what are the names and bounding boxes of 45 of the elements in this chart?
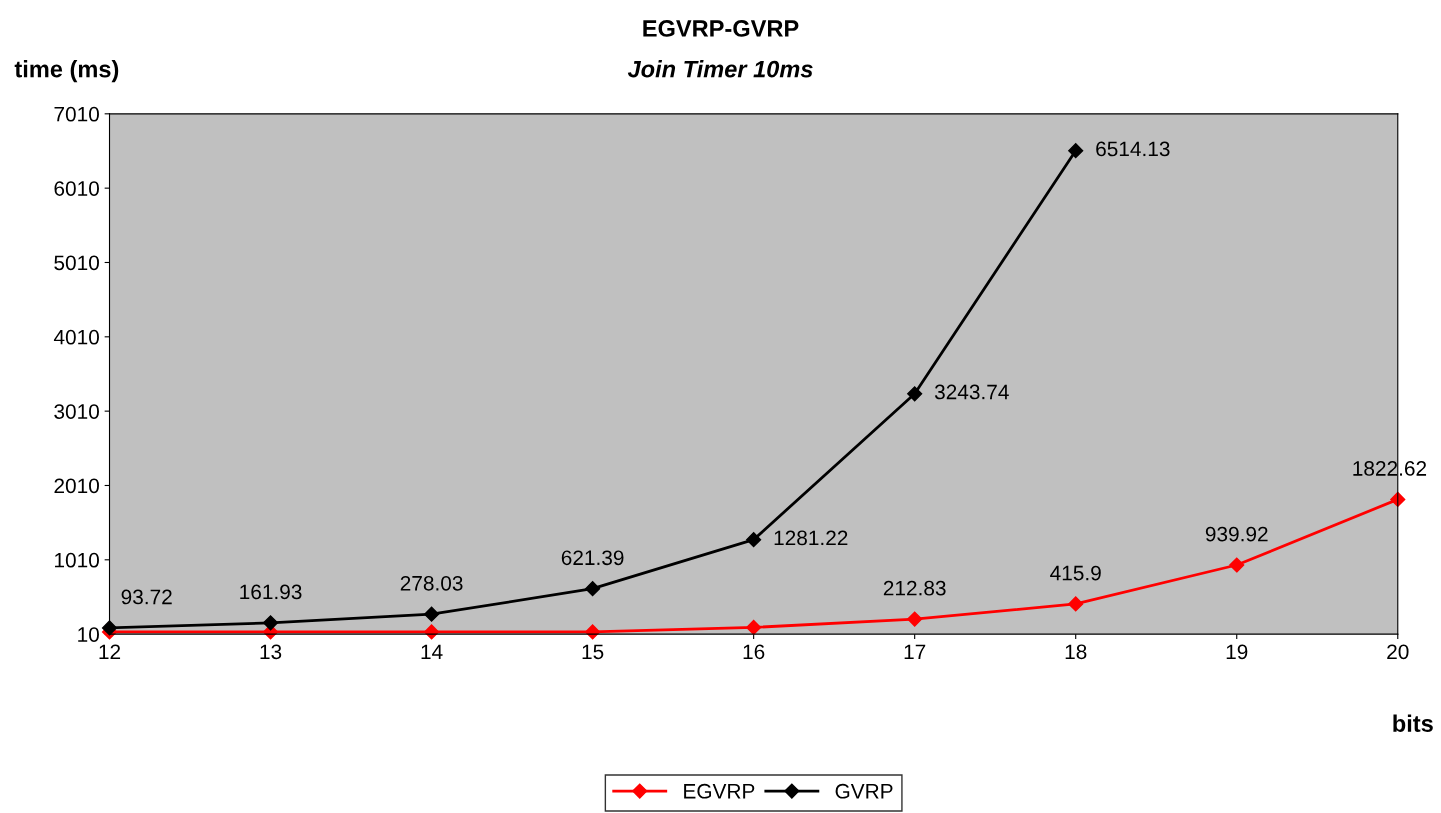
x-tick-label: 12 xyxy=(99,644,121,659)
y-tick-label: 7010 xyxy=(54,106,99,122)
legend-label: GVRP xyxy=(835,783,893,799)
x-tick-label: 19 xyxy=(1226,644,1248,660)
y-tick-label: 4010 xyxy=(53,329,99,345)
point xyxy=(101,620,118,636)
x-tick-label: 14 xyxy=(421,644,443,659)
point xyxy=(1390,491,1406,507)
y-axis-title: time (ms) xyxy=(14,60,119,83)
point xyxy=(262,615,279,631)
data-label: 6514.13 xyxy=(1096,141,1170,157)
data-label: 415.9 xyxy=(1050,565,1101,581)
point xyxy=(746,532,762,548)
y-tick-label: 10 xyxy=(78,627,99,642)
point xyxy=(1068,596,1084,612)
chart-title: EGVRP-GVRP xyxy=(643,20,799,37)
x-tick-label: 20 xyxy=(1387,644,1409,660)
point xyxy=(1068,143,1084,159)
x-tick-label: 15 xyxy=(582,644,604,660)
x-tick-label: 17 xyxy=(904,644,926,659)
data-label: 1281.22 xyxy=(774,530,848,546)
y-tick-label: 1010 xyxy=(55,552,99,568)
y-tick-label: 2010 xyxy=(54,478,99,494)
point xyxy=(424,606,440,622)
y-tick-label: 3010 xyxy=(54,404,99,419)
legend-label: EGVRP xyxy=(684,783,755,799)
data-label: 212.83 xyxy=(883,580,946,596)
x-axis-title: bits xyxy=(1393,714,1433,732)
x-tick-label: 16 xyxy=(743,644,765,660)
data-label: 939.92 xyxy=(1205,526,1268,542)
point xyxy=(1229,557,1245,573)
data-label: 93.72 xyxy=(121,589,172,605)
data-label: 621.39 xyxy=(561,550,624,566)
data-label: 161.93 xyxy=(240,584,302,600)
chart-subtitle: Join Timer 10ms xyxy=(627,60,813,78)
point xyxy=(907,611,923,627)
y-tick-label: 6010 xyxy=(54,181,99,196)
x-tick-label: 13 xyxy=(260,644,282,660)
x-tick-label: 18 xyxy=(1065,644,1087,660)
data-label: 3243.74 xyxy=(934,384,1009,400)
data-label: 278.03 xyxy=(400,575,463,591)
point xyxy=(746,619,762,636)
point xyxy=(907,386,923,402)
point xyxy=(585,581,601,597)
y-tick-label: 5010 xyxy=(54,255,99,271)
